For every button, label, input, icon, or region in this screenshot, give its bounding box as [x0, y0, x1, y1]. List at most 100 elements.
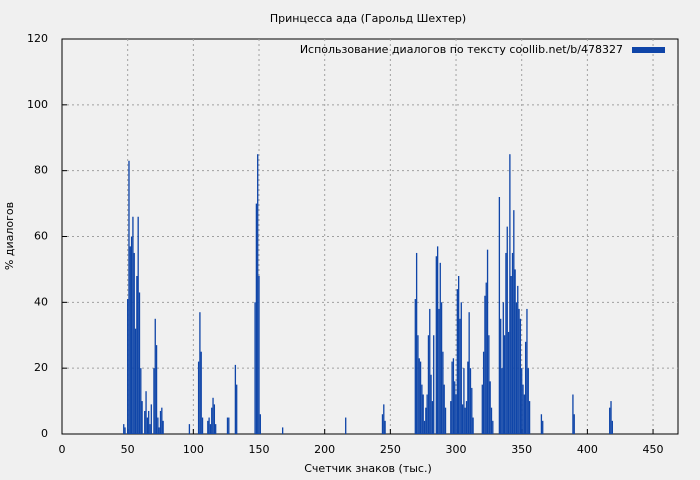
- bar: [199, 312, 201, 434]
- bar: [134, 328, 137, 434]
- y-tick-label: 0: [41, 427, 48, 440]
- bar: [282, 427, 284, 434]
- x-axis-label: Счетчик знаков (тыс.): [304, 462, 432, 475]
- bar: [573, 414, 575, 434]
- y-tick-label: 80: [34, 164, 48, 177]
- bar: [459, 318, 461, 434]
- bar: [611, 420, 613, 434]
- bar: [439, 262, 441, 434]
- bar: [609, 407, 611, 434]
- bar: [464, 407, 466, 434]
- bar: [421, 384, 423, 434]
- x-tick-label: 450: [643, 443, 664, 456]
- bar: [481, 384, 483, 434]
- x-tick-label: 100: [183, 443, 204, 456]
- bar: [461, 404, 464, 434]
- bar: [440, 302, 443, 434]
- bar: [443, 384, 445, 434]
- x-tick-label: 250: [380, 443, 401, 456]
- bar: [484, 295, 486, 434]
- bar: [542, 420, 544, 434]
- bar: [455, 394, 457, 434]
- bar: [489, 381, 491, 434]
- bar: [123, 424, 125, 434]
- bar: [460, 302, 462, 434]
- bar: [133, 252, 135, 434]
- bar: [197, 361, 200, 434]
- bar: [427, 335, 430, 434]
- bar: [500, 318, 502, 434]
- x-tick-label: 0: [59, 443, 66, 456]
- bar: [207, 420, 209, 434]
- bar: [215, 424, 217, 434]
- bar: [511, 252, 514, 434]
- bar: [208, 417, 210, 434]
- bar: [255, 203, 258, 434]
- bar: [419, 361, 422, 434]
- bar: [258, 276, 260, 434]
- bar: [153, 368, 155, 434]
- bar: [132, 216, 134, 434]
- bar: [526, 308, 528, 434]
- bar: [456, 289, 458, 434]
- y-tick-label: 120: [27, 32, 48, 45]
- bar: [257, 154, 259, 435]
- bar: [465, 401, 468, 434]
- legend-label: Использование диалогов по тексту coollib…: [300, 43, 623, 56]
- bar: [509, 154, 511, 435]
- bar: [211, 407, 213, 434]
- bar: [498, 197, 501, 434]
- bar: [522, 384, 524, 434]
- bar: [430, 374, 432, 434]
- y-tick-label: 20: [34, 361, 48, 374]
- x-tick-label: 200: [314, 443, 335, 456]
- bar: [201, 417, 204, 434]
- y-tick-label: 100: [27, 98, 48, 111]
- bar: [463, 368, 465, 434]
- bar: [226, 417, 229, 434]
- x-tick-label: 350: [511, 443, 532, 456]
- bar: [488, 335, 490, 434]
- bar: [503, 335, 506, 434]
- bar: [540, 414, 543, 434]
- bar: [505, 252, 507, 434]
- bar: [384, 420, 386, 434]
- legend-swatch: [632, 47, 665, 53]
- bar: [381, 414, 384, 434]
- bar: [438, 308, 440, 434]
- bar: [523, 394, 525, 434]
- bar: [444, 407, 447, 434]
- bar: [513, 210, 515, 434]
- bar: [426, 394, 428, 434]
- bar: [234, 364, 237, 434]
- bar: [510, 276, 512, 434]
- bar: [527, 368, 529, 434]
- x-tick-label: 150: [249, 443, 270, 456]
- bar: [524, 341, 527, 434]
- bar: [209, 424, 212, 434]
- y-tick-label: 60: [34, 230, 48, 243]
- bar: [436, 246, 439, 434]
- bar: [145, 391, 147, 434]
- bar: [136, 276, 138, 434]
- bar: [472, 417, 474, 434]
- bar: [414, 299, 416, 434]
- bar: [155, 345, 158, 434]
- x-tick-label: 400: [577, 443, 598, 456]
- bar: [130, 236, 133, 434]
- bar: [415, 252, 418, 434]
- bar: [127, 299, 129, 434]
- bar: [140, 368, 142, 434]
- bar: [188, 424, 191, 434]
- bar: [213, 404, 216, 434]
- bar: [236, 384, 238, 434]
- bar: [259, 414, 261, 434]
- chart-title: Принцесса ада (Гарольд Шехтер): [270, 12, 466, 25]
- bar: [507, 331, 510, 434]
- bar: [418, 358, 420, 434]
- bar: [212, 397, 214, 434]
- bar: [124, 427, 126, 434]
- bar: [610, 401, 612, 434]
- bar: [521, 368, 523, 434]
